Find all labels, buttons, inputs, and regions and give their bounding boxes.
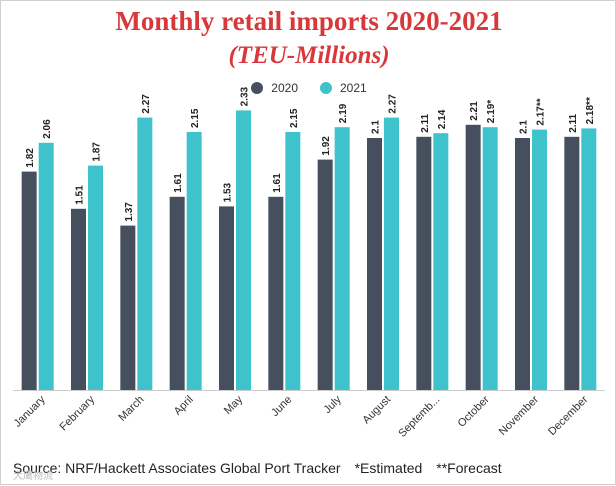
x-tick-label-8: Septemb... xyxy=(396,394,442,440)
legend-swatch-2020 xyxy=(251,82,264,94)
x-tick-label-6: July xyxy=(321,393,344,416)
data-label-2021-10: 2.17** xyxy=(536,98,547,125)
bar-2020-3 xyxy=(169,196,185,390)
x-tick-label-9: October xyxy=(456,393,492,429)
bar-2020-4 xyxy=(219,206,234,390)
data-label-2020-9: 2.21 xyxy=(469,101,480,121)
data-label-2020-7: 2.1 xyxy=(371,120,382,134)
bar-2021-11 xyxy=(581,128,597,390)
x-tick-label-4: May xyxy=(222,393,246,417)
bar-2021-7 xyxy=(384,117,399,390)
legend-swatch-2021 xyxy=(320,82,332,94)
bar-2020-9 xyxy=(465,124,481,391)
data-label-2021-11: 2.18** xyxy=(585,97,596,124)
legend: 2020 2021 xyxy=(1,81,616,95)
estimated-note: *Estimated xyxy=(354,460,423,476)
data-label-2021-6: 2.19 xyxy=(338,103,349,123)
legend-item-2021: 2021 xyxy=(320,81,367,95)
bar-2020-10 xyxy=(515,138,530,390)
bar-2020-6 xyxy=(317,159,333,390)
x-tick-label-7: August xyxy=(360,394,393,427)
bar-2021-1 xyxy=(88,165,103,390)
data-label-2020-5: 1.61 xyxy=(272,173,283,193)
bar-2021-0 xyxy=(38,142,54,390)
data-label-2021-2: 2.27 xyxy=(141,94,152,114)
bar-2020-7 xyxy=(367,138,382,390)
data-label-2020-10: 2.1 xyxy=(519,120,530,134)
x-tick-label-2: March xyxy=(116,394,146,424)
x-tick-label-1: February xyxy=(58,393,98,433)
data-label-2021-9: 2.19* xyxy=(486,100,497,123)
bar-2021-4 xyxy=(236,110,251,391)
data-label-2020-0: 1.82 xyxy=(25,148,36,168)
data-label-2020-6: 1.92 xyxy=(321,136,332,156)
bar-2021-2 xyxy=(137,117,153,390)
legend-label-2021: 2021 xyxy=(340,81,367,95)
x-tick-label-5: June xyxy=(269,394,294,419)
bar-2021-3 xyxy=(186,132,202,390)
chart-subtitle: (TEU-Millions) xyxy=(228,42,390,69)
data-label-2021-3: 2.15 xyxy=(190,108,201,128)
x-tick-label-0: January xyxy=(12,393,49,430)
legend-item-2020: 2020 xyxy=(251,81,298,95)
bar-2020-5 xyxy=(268,196,284,390)
data-label-2020-1: 1.51 xyxy=(75,185,86,205)
data-label-2021-7: 2.27 xyxy=(388,94,399,114)
watermark: 大鹰物流 xyxy=(13,471,53,482)
x-tick-label-3: April xyxy=(172,394,196,418)
data-label-2021-4: 2.33 xyxy=(240,86,251,106)
bar-2020-2 xyxy=(120,225,136,390)
data-label-2021-8: 2.14 xyxy=(437,109,448,129)
legend-label-2020: 2020 xyxy=(271,81,298,95)
data-label-2021-0: 2.06 xyxy=(42,119,53,139)
data-label-2020-8: 2.11 xyxy=(420,113,431,132)
x-tick-label-10: November xyxy=(497,393,542,438)
data-label-2020-3: 1.61 xyxy=(173,173,184,193)
bar-2021-10 xyxy=(532,129,547,390)
bar-2020-0 xyxy=(21,171,37,390)
source-text: Source: NRF/Hackett Associates Global Po… xyxy=(13,460,341,476)
bar-2021-9 xyxy=(482,127,498,390)
chart-title: Monthly retail imports 2020-2021 xyxy=(115,6,503,36)
x-tick-label-11: December xyxy=(546,393,591,438)
data-label-2020-4: 1.53 xyxy=(223,182,234,202)
bar-2021-5 xyxy=(285,132,301,390)
data-label-2020-2: 1.37 xyxy=(124,202,135,222)
data-label-2021-5: 2.15 xyxy=(289,108,300,128)
bar-2020-1 xyxy=(71,208,86,390)
bar-2021-6 xyxy=(334,127,350,390)
source-note: Source: NRF/Hackett Associates Global Po… xyxy=(13,460,502,476)
data-label-2021-1: 1.87 xyxy=(92,142,103,162)
data-label-2020-11: 2.11 xyxy=(568,113,579,132)
bar-2020-8 xyxy=(416,136,432,390)
bar-2020-11 xyxy=(564,136,580,390)
forecast-note: **Forecast xyxy=(436,460,502,476)
bar-2021-8 xyxy=(433,133,449,390)
